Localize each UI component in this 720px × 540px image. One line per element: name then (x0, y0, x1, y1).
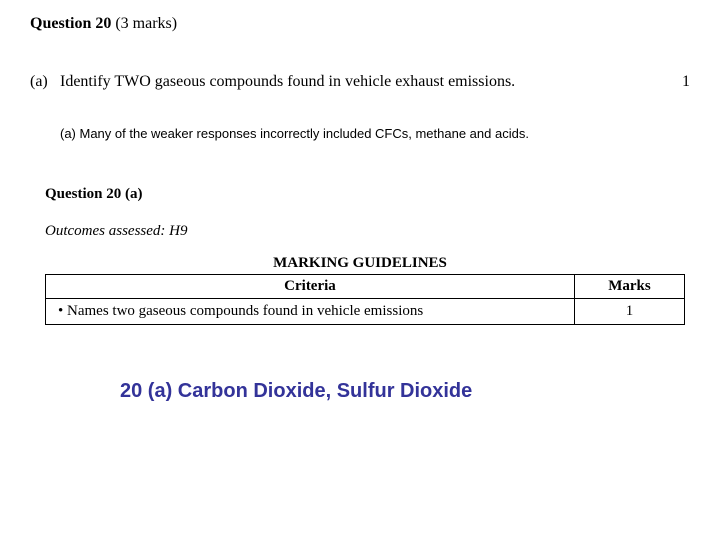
part-text: Identify TWO gaseous compounds found in … (60, 73, 660, 91)
marks-cell: 1 (574, 299, 684, 325)
commentary-text: (a) Many of the weaker responses incorre… (60, 126, 690, 141)
table-row: Criteria Marks (46, 275, 685, 299)
table-row: • Names two gaseous compounds found in v… (46, 299, 685, 325)
question-header: Question 20 (3 marks) (30, 15, 690, 33)
question-marks: (3 marks) (115, 15, 177, 32)
model-answer: 20 (a) Carbon Dioxide, Sulfur Dioxide (120, 380, 690, 403)
criteria-cell: • Names two gaseous compounds found in v… (46, 299, 575, 325)
criteria-header: Criteria (46, 275, 575, 299)
outcomes-assessed: Outcomes assessed: H9 (45, 223, 690, 240)
part-score: 1 (660, 73, 690, 91)
sub-question-header: Question 20 (a) (45, 186, 690, 203)
marks-header: Marks (574, 275, 684, 299)
question-part-row: (a) Identify TWO gaseous compounds found… (30, 73, 690, 91)
rubric-table: Criteria Marks • Names two gaseous compo… (45, 274, 685, 325)
marking-guidelines-title: MARKING GUIDELINES (30, 255, 690, 272)
part-letter: (a) (30, 73, 60, 91)
question-label: Question 20 (30, 15, 111, 32)
